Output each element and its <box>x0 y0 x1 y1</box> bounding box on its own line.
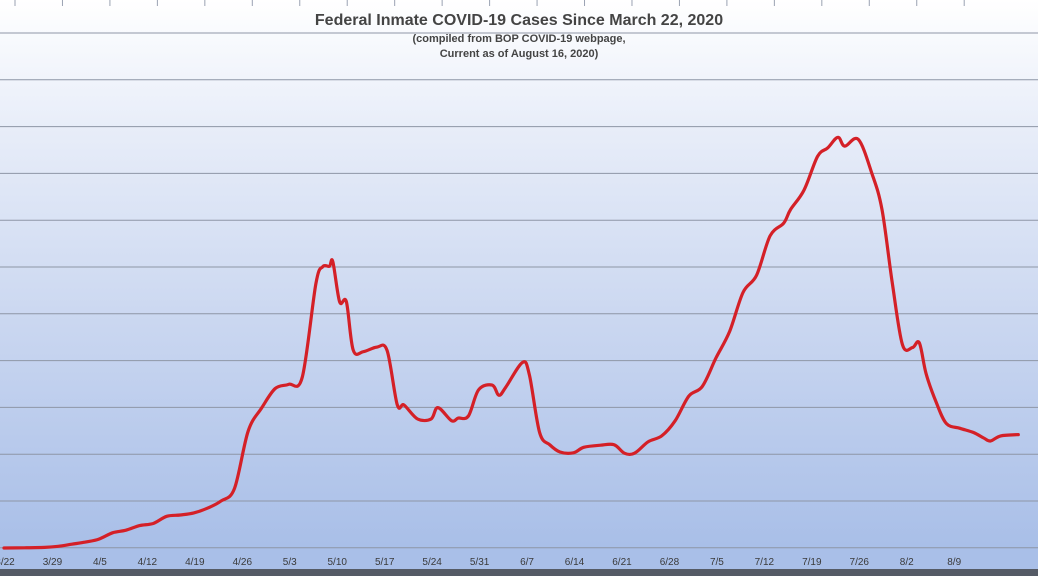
x-tick-label: 6/28 <box>660 557 680 568</box>
x-tick-label: 5/10 <box>327 557 347 568</box>
series-line-0 <box>2 135 1020 550</box>
x-tick-label: 7/19 <box>802 557 822 568</box>
x-tick-label: 3/22 <box>0 557 15 568</box>
x-tick-label: 5/3 <box>283 557 297 568</box>
x-tick-label: 8/9 <box>947 557 961 568</box>
x-tick-label: 5/31 <box>470 557 490 568</box>
chart-title: Federal Inmate COVID-19 Cases Since Marc… <box>314 12 724 29</box>
x-tick-label: 8/2 <box>900 557 914 568</box>
chart-subtitle-line-2: Current as of August 16, 2020) <box>439 48 599 60</box>
x-tick-label: 6/7 <box>520 557 534 568</box>
x-tick-label: 4/19 <box>185 557 205 568</box>
x-tick-label: 6/14 <box>565 557 585 568</box>
x-tick-label: 5/24 <box>422 557 442 568</box>
series-group <box>2 135 1020 550</box>
gridlines <box>0 0 1038 549</box>
x-tick-label: 5/17 <box>375 557 395 568</box>
chart-subtitle-line-1: (compiled from BOP COVID-19 webpage, <box>412 33 626 45</box>
x-axis-ticks: 3/22 3/29 4/5 4/12 4/19 4/26 5/3 5/10 5/17 5/24 5/… <box>0 557 962 568</box>
x-tick-label: 7/12 <box>755 557 775 568</box>
bottom-frame-bar <box>0 569 1038 576</box>
title-block: Federal Inmate COVID-19 Cases Since Marc… <box>0 10 1038 62</box>
x-tick-label: 4/5 <box>93 557 107 568</box>
x-tick-label: 6/21 <box>612 557 632 568</box>
x-tick-label: 3/29 <box>43 557 63 568</box>
x-tick-label: 7/5 <box>710 557 724 568</box>
x-tick-label: 4/12 <box>138 557 158 568</box>
x-tick-label: 7/26 <box>850 557 870 568</box>
x-tick-label: 4/26 <box>233 557 253 568</box>
